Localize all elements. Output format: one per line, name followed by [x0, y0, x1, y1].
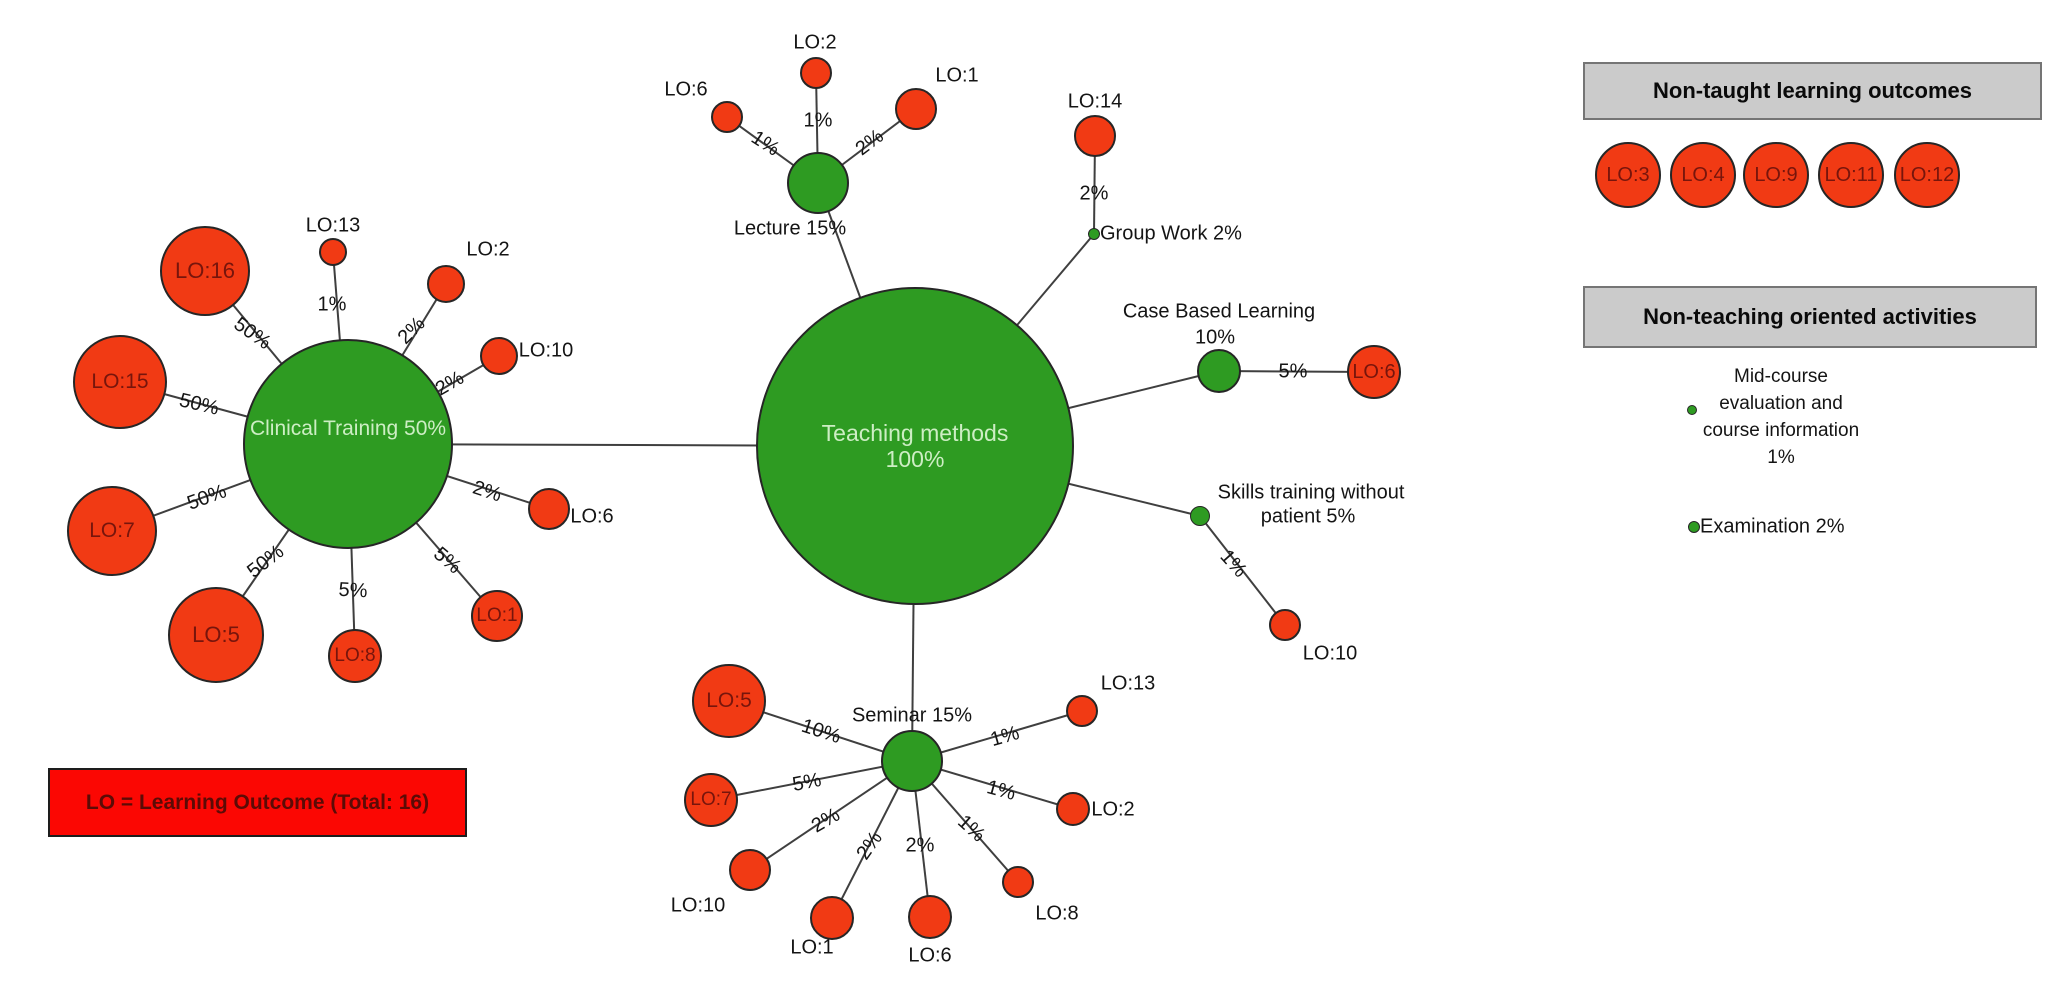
- node-seminar-lo5: LO:5: [692, 664, 766, 738]
- group-work-label: Group Work 2%: [1100, 222, 1242, 245]
- non-teaching-header: Non-teaching oriented activities: [1583, 286, 2037, 348]
- clinical-lo13-label: LO:13: [305, 214, 361, 237]
- examination-label: Examination 2%: [1700, 515, 1845, 538]
- skills-lo10-label: LO:10: [1302, 642, 1358, 665]
- node-clinical-lo13: [319, 238, 347, 266]
- edge-pct-seminar-lo6: 2%: [905, 834, 935, 857]
- midcourse-line3: course information: [1702, 420, 1860, 441]
- node-skills-lo10: [1269, 609, 1301, 641]
- node-clinical-lo8: LO:8: [328, 629, 382, 683]
- lecture-lo2-label: LO:2: [793, 31, 837, 54]
- node-seminar-lo7: LO:7: [684, 773, 738, 827]
- lecture-label: Lecture 15%: [733, 217, 847, 240]
- seminar-lo10-label: LO:10: [670, 894, 726, 917]
- clinical-lo10-label: LO:10: [518, 339, 574, 362]
- legend-box: LO = Learning Outcome (Total: 16): [48, 768, 467, 837]
- case-based-learning-label: Case Based Learning: [1122, 300, 1316, 323]
- midcourse-line4: 1%: [1767, 447, 1795, 468]
- lecture-lo1-label: LO:1: [935, 64, 979, 87]
- node-clinical-lo5: LO:5: [168, 587, 264, 683]
- seminar-label: Seminar 15%: [851, 704, 973, 727]
- lecture-lo6-label: LO:6: [664, 78, 708, 101]
- node-label: LO:6: [1352, 360, 1396, 383]
- node-group-work: [1088, 228, 1100, 240]
- clinical-training-label: Clinical Training 50%: [249, 417, 447, 440]
- non-taught-header: Non-taught learning outcomes: [1583, 62, 2042, 120]
- node-clinical-lo1: LO:1: [471, 590, 523, 642]
- node-clinical-lo2: [427, 265, 465, 303]
- skills-training-label-line1: Skills training without: [1217, 481, 1405, 504]
- node-lecture-lo2: [800, 57, 832, 89]
- non-taught-header-label: Non-taught learning outcomes: [1653, 78, 1972, 103]
- node-label: LO:4: [1681, 163, 1725, 186]
- node-clinical-lo15: LO:15: [73, 335, 167, 429]
- teaching-methods-name: Teaching methods: [821, 420, 1009, 446]
- edge-pct-lecture-lo2: 1%: [803, 109, 833, 132]
- node-clinical-lo16: LO:16: [160, 226, 250, 316]
- node-nontaught-lo4: LO:4: [1670, 142, 1736, 208]
- node-nontaught-lo3: LO:3: [1595, 142, 1661, 208]
- edge-pct-case-based-lo6: 5%: [1278, 360, 1308, 383]
- node-seminar-lo2: [1056, 792, 1090, 826]
- node-label: LO:5: [192, 622, 240, 647]
- midcourse-label: Mid-course evaluation and course informa…: [1680, 363, 1882, 471]
- group-work-lo14-label: LO:14: [1067, 90, 1123, 113]
- node-clinical-lo10: [480, 337, 518, 375]
- node-clinical-training: [243, 339, 453, 549]
- node-seminar: [881, 730, 943, 792]
- node-label: LO:1: [476, 605, 518, 626]
- node-lecture-lo1: [895, 88, 937, 130]
- edge-pct-clinical-lo8: 5%: [338, 578, 369, 603]
- legend-label: LO = Learning Outcome (Total: 16): [85, 790, 430, 814]
- node-label: LO:16: [175, 258, 235, 283]
- node-nontaught-lo12: LO:12: [1894, 142, 1960, 208]
- node-seminar-lo1: [810, 896, 854, 940]
- edge-pct-group-work-lo14: 2%: [1079, 182, 1109, 205]
- case-based-learning-pct: 10%: [1194, 326, 1236, 349]
- node-seminar-lo8: [1002, 866, 1034, 898]
- node-lecture: [787, 152, 849, 214]
- teaching-methods-pct: 100%: [885, 446, 945, 472]
- node-clinical-lo7: LO:7: [67, 486, 157, 576]
- teaching-methods-label: Teaching methods 100%: [822, 420, 1009, 472]
- node-label: LO:12: [1899, 163, 1955, 186]
- node-nontaught-lo11: LO:11: [1818, 142, 1884, 208]
- node-label: LO:8: [334, 645, 376, 666]
- skills-training-label-line2: patient 5%: [1260, 505, 1356, 528]
- node-case-based-learning: [1197, 349, 1241, 393]
- non-teaching-header-label: Non-teaching oriented activities: [1643, 304, 1977, 329]
- node-seminar-lo13: [1066, 695, 1098, 727]
- node-label: LO:5: [706, 689, 752, 712]
- seminar-lo1-label: LO:1: [790, 936, 834, 959]
- seminar-lo6-label: LO:6: [908, 944, 952, 967]
- node-lecture-lo6: [711, 101, 743, 133]
- node-nontaught-lo9: LO:9: [1743, 142, 1809, 208]
- seminar-lo8-label: LO:8: [1035, 902, 1079, 925]
- node-skills-training: [1190, 506, 1210, 526]
- midcourse-dot: [1687, 405, 1697, 415]
- node-label: LO:9: [1754, 163, 1798, 186]
- clinical-lo6-label: LO:6: [570, 505, 614, 528]
- node-group-work-lo14: [1074, 115, 1116, 157]
- node-seminar-lo10: [729, 849, 771, 891]
- node-clinical-lo6: [528, 488, 570, 530]
- clinical-lo2-label: LO:2: [466, 238, 510, 261]
- node-label: LO:3: [1606, 163, 1650, 186]
- node-label: LO:7: [89, 519, 135, 542]
- node-label: LO:7: [690, 789, 732, 810]
- midcourse-line1: Mid-course: [1734, 366, 1828, 387]
- node-teaching-methods: Teaching methods 100%: [756, 287, 1074, 605]
- midcourse-line2: evaluation and: [1719, 393, 1843, 414]
- seminar-lo2-label: LO:2: [1091, 798, 1135, 821]
- seminar-lo13-label: LO:13: [1100, 672, 1156, 695]
- node-label: LO:15: [91, 370, 149, 393]
- node-case-based-lo6: LO:6: [1347, 345, 1401, 399]
- examination-dot: [1688, 521, 1700, 533]
- node-seminar-lo6: [908, 895, 952, 939]
- edge-pct-clinical-lo13: 1%: [317, 293, 347, 316]
- node-label: LO:11: [1824, 163, 1878, 186]
